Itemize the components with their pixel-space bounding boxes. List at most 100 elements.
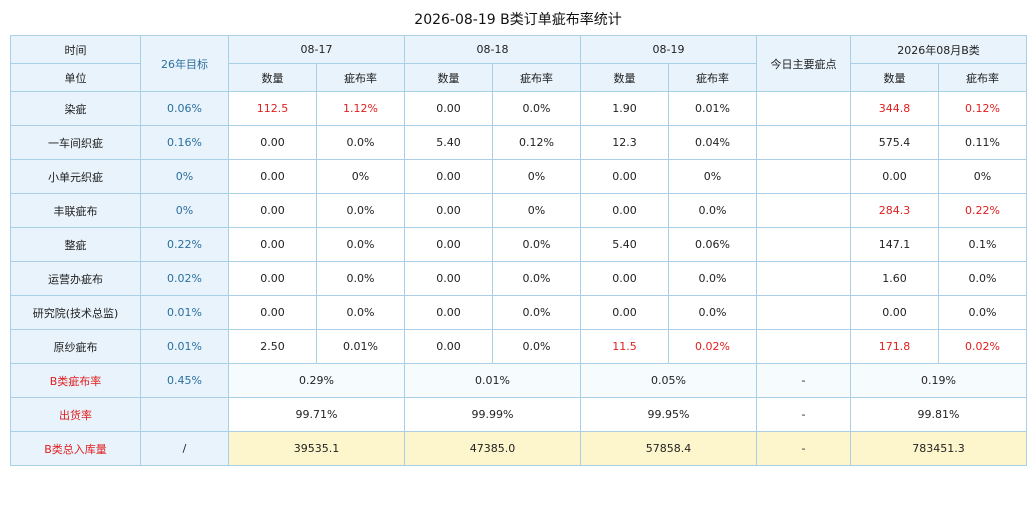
rate-header: 疵布率 [937,63,1028,92]
month-qty-cell: 575.4 [850,125,939,160]
qty-cell: 0.00 [228,227,317,262]
table-row: 一车间织疵 0.16% 0.00 0.0% 5.40 0.12% 12.3 0.… [10,125,1028,160]
rate-cell: 0.0% [316,227,405,262]
month-qty-cell: 344.8 [850,91,939,126]
month-rate-cell: 0.12% [937,91,1028,126]
b-rate-target: 0.45% [140,363,229,398]
target-cell: 0.06% [140,91,229,126]
rate-cell: 0.02% [668,329,757,364]
main-defect-header: 今日主要疵点 [756,35,851,92]
rate-cell: 0% [492,159,581,194]
rate-header: 疵布率 [668,63,757,92]
qty-cell: 0.00 [228,261,317,296]
b-total-day-3: 57858.4 [580,431,757,466]
table-row: 整疵 0.22% 0.00 0.0% 0.00 0.0% 5.40 0.06% … [10,227,1028,262]
qty-header: 数量 [850,63,939,92]
month-qty-cell: 171.8 [850,329,939,364]
qty-cell: 0.00 [228,295,317,330]
main-defect-cell [756,261,851,296]
b-total-day-1: 39535.1 [228,431,405,466]
rate-header: 疵布率 [316,63,405,92]
table-row: 染疵 0.06% 112.5 1.12% 0.00 0.0% 1.90 0.01… [10,91,1028,126]
qty-cell: 0.00 [404,159,493,194]
month-rate-cell: 0.0% [937,295,1028,330]
b-rate-month: 0.19% [849,363,1028,398]
row-label: 研究院(技术总监) [10,295,141,330]
rate-cell: 0.0% [492,295,581,330]
table-row: 原纱疵布 0.01% 2.50 0.01% 0.00 0.0% 11.5 0.0… [10,329,1028,364]
time-header: 时间 [10,35,141,64]
qty-cell: 0.00 [580,295,669,330]
qty-cell: 0.00 [404,329,493,364]
rate-cell: 0.04% [668,125,757,160]
month-rate-cell: 0.11% [937,125,1028,160]
rate-cell: 0.0% [492,261,581,296]
rate-cell: 0.0% [492,91,581,126]
b-total-row: B类总入库量 / 39535.1 47385.0 57858.4 - 78345… [10,431,1028,466]
month-qty-cell: 0.00 [850,159,939,194]
rate-cell: 0.0% [316,125,405,160]
rate-cell: 0.0% [316,193,405,228]
qty-cell: 0.00 [404,193,493,228]
row-label: 原纱疵布 [10,329,141,364]
rate-cell: 0.0% [316,261,405,296]
ship-rate-row: 出货率 99.71% 99.99% 99.95% - 99.81% [10,397,1028,432]
qty-cell: 0.00 [228,159,317,194]
month-rate-cell: 0.02% [937,329,1028,364]
b-rate-main-defect: - [756,363,851,398]
table-row: 丰联疵布 0% 0.00 0.0% 0.00 0% 0.00 0.0% 284.… [10,193,1028,228]
ship-rate-label: 出货率 [10,397,141,432]
target-header: 26年目标 [140,35,229,92]
target-cell: 0.01% [140,295,229,330]
ship-rate-target [140,397,229,432]
b-total-label: B类总入库量 [10,431,141,466]
rate-cell: 0.0% [668,261,757,296]
target-cell: 0.16% [140,125,229,160]
qty-header: 数量 [580,63,669,92]
report-title: 2026-08-19 B类订单疵布率统计 [414,12,622,28]
qty-cell: 0.00 [580,261,669,296]
row-label: 运营办疵布 [10,261,141,296]
row-label: 一车间织疵 [10,125,141,160]
b-rate-row: B类疵布率 0.45% 0.29% 0.01% 0.05% - 0.19% [10,363,1028,398]
rate-header: 疵布率 [492,63,581,92]
qty-cell: 0.00 [580,193,669,228]
rate-cell: 0% [316,159,405,194]
target-cell: 0.02% [140,261,229,296]
main-defect-cell [756,227,851,262]
month-rate-cell: 0.22% [937,193,1028,228]
b-total-target: / [140,431,229,466]
month-qty-cell: 284.3 [850,193,939,228]
ship-rate-day-1: 99.71% [228,397,405,432]
ship-rate-month: 99.81% [849,397,1028,432]
target-cell: 0% [140,193,229,228]
qty-cell: 112.5 [228,91,317,126]
ship-rate-main-defect: - [756,397,851,432]
ship-rate-day-2: 99.99% [404,397,581,432]
table-row: 研究院(技术总监) 0.01% 0.00 0.0% 0.00 0.0% 0.00… [10,295,1028,330]
date-header-2: 08-18 [404,35,581,64]
b-total-month: 783451.3 [849,431,1028,466]
b-rate-label: B类疵布率 [10,363,141,398]
qty-cell: 0.00 [580,159,669,194]
ship-rate-day-3: 99.95% [580,397,757,432]
rate-cell: 0.06% [668,227,757,262]
main-defect-cell [756,91,851,126]
rate-cell: 0.01% [316,329,405,364]
qty-header: 数量 [228,63,317,92]
qty-cell: 5.40 [404,125,493,160]
row-label: 丰联疵布 [10,193,141,228]
table-row: 小单元织疵 0% 0.00 0% 0.00 0% 0.00 0% 0.00 0% [10,159,1028,194]
qty-cell: 0.00 [404,91,493,126]
month-rate-cell: 0% [937,159,1028,194]
month-header: 2026年08月B类 [849,35,1028,64]
rate-cell: 0.12% [492,125,581,160]
main-defect-cell [756,193,851,228]
b-total-day-2: 47385.0 [404,431,581,466]
qty-cell: 0.00 [404,295,493,330]
qty-cell: 11.5 [580,329,669,364]
qty-cell: 0.00 [228,125,317,160]
qty-cell: 0.00 [404,261,493,296]
date-header-1: 08-17 [228,35,405,64]
rate-cell: 0.0% [668,193,757,228]
